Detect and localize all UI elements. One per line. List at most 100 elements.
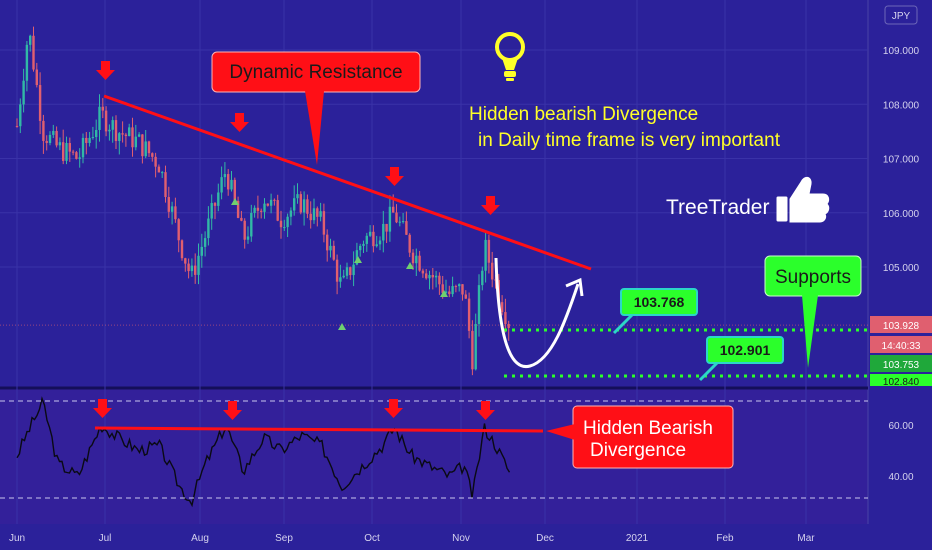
candle-body [85, 137, 88, 143]
osc-tick-label: 40.00 [888, 472, 913, 483]
candlestick-series [15, 26, 510, 376]
time-tick-label: Jul [99, 533, 112, 544]
price-pane [0, 0, 868, 388]
candle-body [38, 85, 42, 121]
candle-body [276, 200, 279, 221]
last-price-tag: 103.928 [870, 316, 932, 333]
candle-body [217, 192, 220, 206]
candle-body [474, 323, 477, 370]
candle-body [246, 236, 250, 240]
candle-body [431, 275, 434, 278]
candle-body [467, 298, 471, 331]
down-arrow-icon [476, 401, 495, 420]
candle-body [335, 259, 339, 282]
up-triangle-icon [354, 256, 362, 263]
level-tag-1: 103.768 [612, 288, 698, 335]
candle-body [128, 127, 131, 137]
time-tick-label: Dec [536, 533, 554, 544]
candle-body [504, 312, 507, 325]
candle-body [124, 134, 128, 137]
candle-body [91, 136, 95, 138]
candle-body [118, 133, 121, 142]
candle-body [329, 245, 332, 251]
time-tick-label: Oct [364, 533, 380, 544]
candle-body [365, 235, 368, 244]
signal-markers [231, 198, 448, 330]
candle-body [151, 153, 154, 157]
time-tick-label: Sep [275, 533, 293, 544]
candle-body [392, 206, 395, 213]
candle-body [418, 255, 421, 271]
osc-arrows [93, 399, 495, 420]
down-arrow-icon [481, 196, 500, 215]
up-triangle-icon [440, 290, 448, 297]
candle-body [299, 194, 302, 213]
candle-body [75, 152, 78, 159]
candle-body [19, 104, 22, 127]
candle-body [352, 264, 355, 276]
candle-body [481, 270, 484, 286]
projection-curve [494, 257, 580, 369]
candle-body [48, 134, 52, 143]
up-triangle-icon [406, 262, 414, 269]
candle-body [180, 240, 184, 259]
oscillator-axis: 60.00 40.00 [888, 421, 913, 483]
candle-body [62, 142, 65, 161]
candle-body [240, 217, 243, 221]
supports-label: Supports [775, 267, 851, 288]
partial-price-value: 102.840 [883, 377, 920, 388]
candle-body [253, 207, 256, 213]
candle-body [35, 69, 38, 86]
level-tag-2: 102.901 [698, 336, 784, 382]
osc-label-line1: Hidden Bearish [583, 418, 713, 439]
candle-body [263, 203, 266, 212]
candle-body [415, 255, 418, 264]
candle-body [458, 284, 461, 287]
resistance-trendline [103, 94, 592, 271]
candle-body [200, 246, 203, 256]
candle-body [388, 206, 392, 232]
candle-body [25, 44, 29, 81]
grid [0, 0, 868, 524]
candle-body [296, 194, 299, 199]
currency-label: JPY [892, 11, 911, 22]
up-triangle-icon [338, 323, 346, 330]
candle-body [375, 244, 378, 247]
candle-body [121, 133, 124, 135]
candle-body [319, 211, 322, 217]
time-tick-label: Mar [797, 533, 815, 544]
dynamic-resistance-label: Dynamic Resistance [229, 62, 402, 83]
oscillator-pane [0, 388, 868, 524]
candle-body [491, 262, 494, 280]
candle-body [131, 127, 134, 148]
candle-body [250, 212, 253, 237]
candle-body [141, 134, 144, 157]
down-arrow-icon [223, 401, 242, 420]
time-tick-label: 2021 [626, 533, 649, 544]
candle-body [293, 198, 296, 211]
candle-body [464, 294, 467, 299]
candle-body [15, 125, 19, 127]
supports-callout: Supports [764, 255, 862, 368]
candle-body [174, 206, 177, 220]
projection-arrowhead [565, 277, 584, 297]
dynamic-resistance-callout: Dynamic Resistance [211, 51, 421, 165]
osc-divergence-callout: Hidden Bearish Divergence [546, 405, 734, 469]
candle-body [197, 255, 200, 275]
candle-body [170, 206, 174, 212]
level-2-label: 102.901 [720, 342, 771, 358]
candle-body [203, 238, 207, 247]
candle-body [256, 207, 260, 211]
candle-body [302, 199, 306, 213]
down-arrow-icon [96, 61, 115, 80]
candle-body [266, 203, 269, 206]
candle-body [81, 137, 85, 158]
candle-body [368, 231, 372, 236]
candle-body [184, 258, 187, 264]
candle-body [269, 199, 273, 206]
candle-body [154, 156, 157, 167]
lightbulb-icon [495, 32, 525, 81]
candle-body [326, 234, 329, 251]
